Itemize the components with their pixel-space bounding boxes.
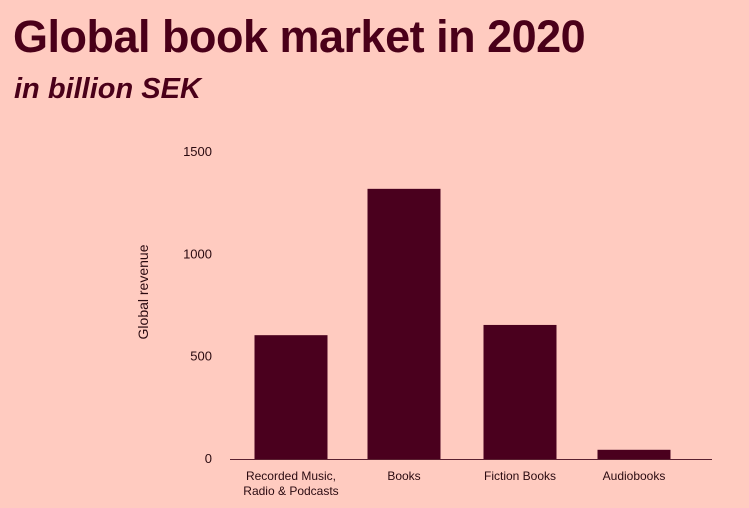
bar [367, 188, 441, 459]
x-tick-label: Books [387, 469, 420, 483]
x-tick-label: Fiction Books [484, 469, 556, 483]
chart-subtitle: in billion SEK [14, 73, 201, 105]
y-tick-label: 1500 [183, 144, 212, 159]
bar [597, 449, 671, 459]
y-axis-title: Global revenue [135, 244, 151, 339]
y-tick-label: 500 [190, 349, 212, 364]
y-tick-label: 1000 [183, 246, 212, 261]
chart-title: Global book market in 2020 [13, 11, 586, 62]
x-tick-label: Audiobooks [603, 469, 666, 483]
x-tick-label: Recorded Music, Radio & Podcasts [243, 469, 338, 498]
y-tick-label: 0 [205, 451, 212, 466]
bar [483, 324, 557, 459]
bar [254, 335, 328, 459]
